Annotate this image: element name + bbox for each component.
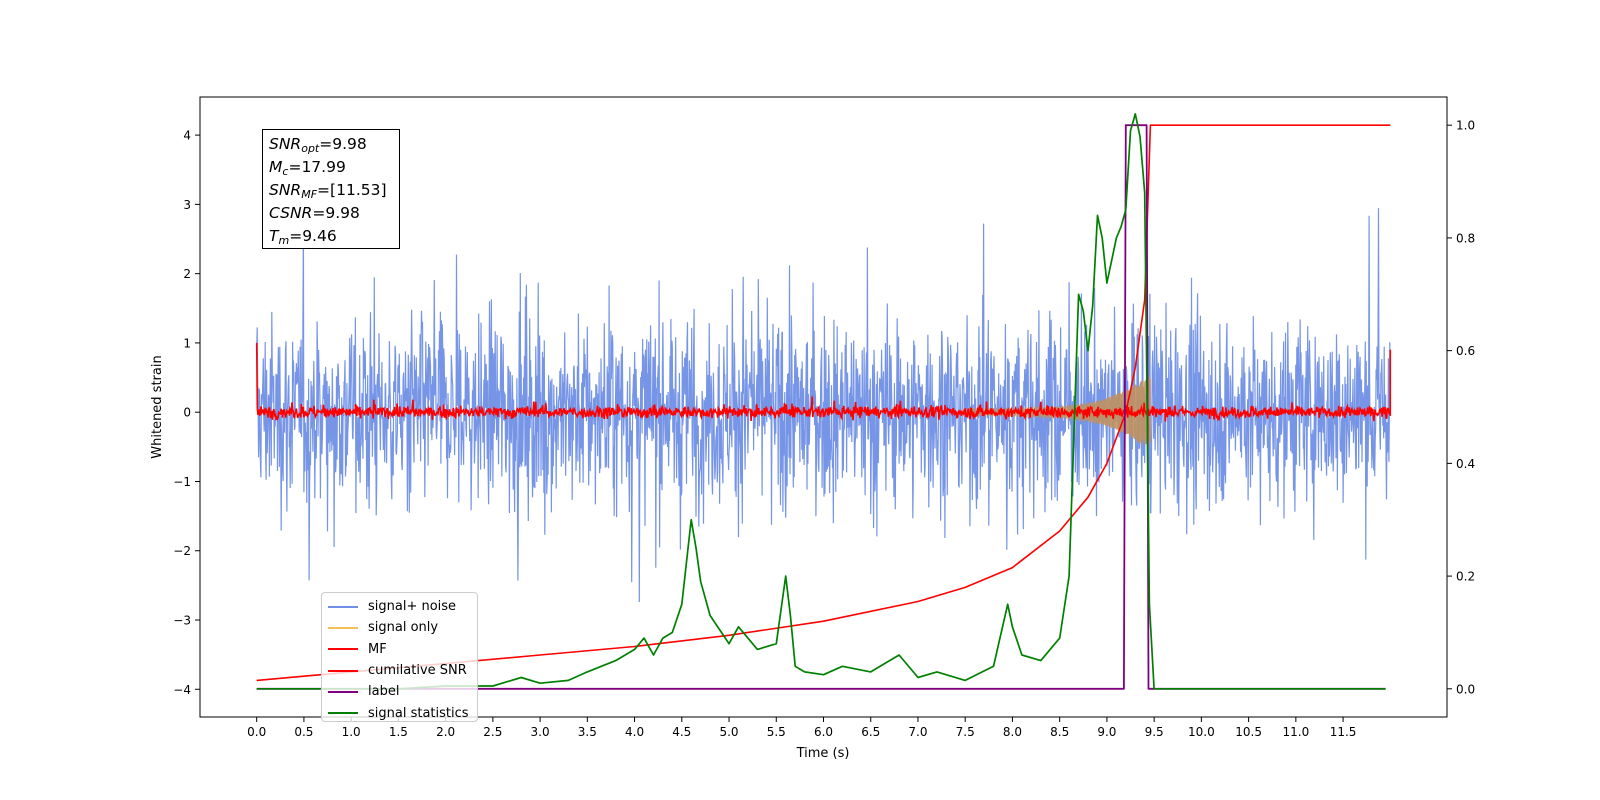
y-axis-right: 1.0 0.8 0.6 0.4 0.2 0.0 [1447, 119, 1475, 696]
legend-label: signal statistics [368, 705, 469, 721]
x-tick-label: 4.0 [625, 725, 644, 739]
y2-tick-label: 0.6 [1456, 344, 1475, 358]
legend-swatch [328, 648, 358, 651]
legend: signal+ noise signal only MF cumilative … [321, 592, 478, 722]
x-tick-label: 2.0 [436, 725, 455, 739]
x-tick-label: 9.5 [1145, 725, 1164, 739]
x-tick-label: 8.0 [1003, 725, 1022, 739]
legend-swatch [328, 712, 358, 715]
legend-label: label [368, 684, 400, 700]
y-tick-label: −2 [173, 544, 191, 558]
annotation-mc: Mc=17.99 [269, 158, 346, 178]
x-tick-label: 9.0 [1097, 725, 1116, 739]
legend-swatch [328, 669, 358, 672]
x-tick-label: 6.5 [861, 725, 880, 739]
y-axis-label: Whitened strain [150, 355, 165, 458]
annotation-tm: Tm=9.46 [269, 227, 337, 247]
x-tick-label: 2.5 [483, 725, 502, 739]
y-tick-label: −4 [173, 683, 191, 697]
y2-tick-label: 1.0 [1456, 119, 1475, 133]
y-axis-left: 4 3 2 1 0 −1 −2 −3 −4 [173, 129, 200, 697]
x-tick-label: 5.5 [767, 725, 786, 739]
legend-item: signal statistics [328, 702, 477, 723]
annotation-csnr: CSNR=9.98 [269, 204, 360, 222]
plot-area [255, 113, 1392, 690]
y-tick-label: 3 [183, 198, 191, 212]
legend-label: MF [368, 641, 387, 657]
x-axis-label: Time (s) [796, 746, 850, 761]
x-tick-label: 10.5 [1235, 725, 1262, 739]
x-tick-label: 5.0 [719, 725, 738, 739]
legend-label: cumilative SNR [368, 663, 467, 679]
y-tick-label: 1 [183, 336, 191, 350]
legend-swatch [328, 605, 358, 608]
legend-item: cumilative SNR [328, 660, 477, 681]
legend-item: signal+ noise [328, 596, 477, 617]
x-tick-label: 11.5 [1330, 725, 1357, 739]
series-cumulative-snr [256, 124, 1391, 682]
x-tick-label: 1.5 [389, 725, 408, 739]
x-tick-label: 11.0 [1282, 725, 1309, 739]
legend-swatch [328, 626, 358, 629]
y-tick-label: 2 [183, 267, 191, 281]
y-tick-label: 0 [183, 406, 191, 420]
legend-label: signal+ noise [368, 599, 457, 615]
y-tick-label: −3 [173, 614, 191, 628]
x-tick-label: 0.0 [247, 725, 266, 739]
x-tick-label: 4.5 [672, 725, 691, 739]
x-tick-label: 3.5 [578, 725, 597, 739]
series-mf [255, 342, 1392, 422]
annotation-snr-mf: SNRMF=[11.53] [269, 181, 387, 201]
annotation-snr-opt: SNRopt=9.98 [269, 135, 367, 155]
y2-tick-label: 0.8 [1456, 231, 1475, 245]
y2-tick-label: 0.0 [1456, 682, 1475, 696]
annotation-box: SNRopt=9.98 Mc=17.99 SNRMF=[11.53] CSNR=… [262, 129, 400, 249]
legend-item: signal only [328, 617, 477, 638]
x-tick-label: 8.5 [1050, 725, 1069, 739]
x-tick-label: 7.0 [908, 725, 927, 739]
x-tick-label: 0.5 [294, 725, 313, 739]
x-tick-label: 7.5 [956, 725, 975, 739]
legend-item: MF [328, 639, 477, 660]
series-signal-statistics [256, 113, 1386, 690]
x-axis: 0.0 0.5 1.0 1.5 2.0 2.5 3.0 3.5 4.0 4.5 5.0 5.5 6.0 6… [247, 717, 1356, 739]
y-tick-label: −1 [173, 475, 191, 489]
y2-tick-label: 0.4 [1456, 457, 1475, 471]
legend-item: label [328, 681, 477, 702]
x-tick-label: 6.0 [814, 725, 833, 739]
legend-label: signal only [368, 620, 439, 636]
y-tick-label: 4 [183, 129, 191, 143]
series-signal-noise [256, 208, 1391, 603]
x-tick-label: 10.0 [1188, 725, 1215, 739]
x-tick-label: 3.0 [531, 725, 550, 739]
x-tick-label: 1.0 [342, 725, 361, 739]
y2-tick-label: 0.2 [1456, 570, 1475, 584]
legend-swatch [328, 690, 358, 693]
